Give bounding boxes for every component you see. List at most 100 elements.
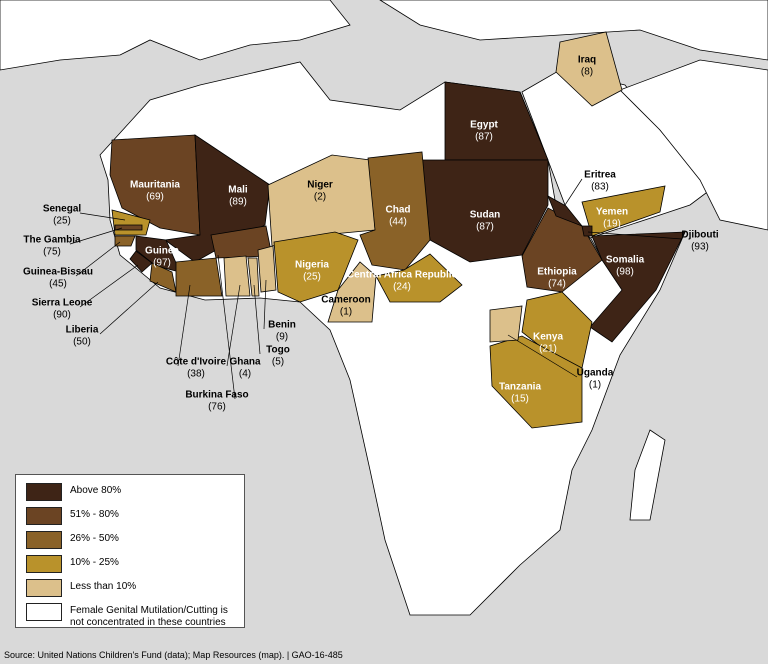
callout (587, 231, 683, 240)
country (114, 235, 136, 247)
callout (507, 334, 578, 378)
country-name: Djibouti (681, 230, 718, 241)
country-name: Liberia (66, 325, 99, 336)
country-name: Iraq (578, 55, 596, 66)
country-name: Ethiopia (537, 267, 577, 278)
legend-swatch (26, 507, 62, 525)
legend-item: Above 80% (26, 483, 234, 501)
country-name: Sierra Leone (32, 298, 93, 309)
country-value: (87) (476, 222, 494, 233)
iran (619, 59, 768, 231)
country-value: (74) (548, 279, 566, 290)
madagascar (629, 429, 666, 521)
country (223, 255, 251, 297)
source: Source: United Nations Children's Fund (… (4, 650, 343, 660)
legend-label: 26% - 50% (70, 533, 119, 544)
country-value: (4) (239, 369, 251, 380)
country (129, 250, 153, 273)
country-name: Guinea (145, 246, 179, 257)
country (581, 225, 593, 237)
callout (79, 212, 126, 221)
country (589, 231, 686, 343)
country-value: (89) (229, 197, 247, 208)
country (247, 257, 260, 297)
country-name: Nigeria (295, 260, 329, 271)
country-value: (5) (272, 357, 284, 368)
legend-label: Above 80% (70, 485, 122, 496)
country-value: (75) (43, 247, 61, 258)
callout (75, 241, 121, 277)
country-name: Eritrea (584, 170, 616, 181)
country (175, 257, 223, 297)
country-value: (44) (389, 217, 407, 228)
country-value: (2) (314, 192, 326, 203)
country-value: (25) (53, 216, 71, 227)
legend-label: Less than 10% (70, 581, 137, 592)
country (114, 224, 143, 231)
country-name: Tanzania (499, 382, 541, 393)
country-name: Côte d'Ivoire (166, 357, 227, 368)
labels: Egypt(87)Sudan(87)Mauritania(69)Mali(89)… (23, 55, 719, 413)
country-name: Kenya (533, 332, 563, 343)
country (581, 185, 666, 237)
country (359, 151, 431, 271)
country (555, 31, 623, 107)
legend-item: 51% - 80% (26, 507, 234, 525)
legend-swatch (26, 603, 62, 621)
country-value: (97) (153, 258, 171, 269)
country (327, 261, 377, 323)
legend-label: 10% - 25% (70, 557, 119, 568)
country-name: Burkina Faso (185, 390, 248, 401)
legend-item: Less than 10% (26, 579, 234, 597)
country-name: Central Africa Republic (347, 270, 458, 281)
legend-swatch (26, 483, 62, 501)
country-name: Somalia (606, 255, 645, 266)
country-value: (1) (340, 307, 352, 318)
country-name: The Gambia (23, 235, 81, 246)
callout (69, 227, 123, 245)
country-name: Niger (307, 180, 333, 191)
country (135, 235, 181, 273)
country-value: (8) (581, 67, 593, 78)
legend-item: 10% - 25% (26, 555, 234, 573)
country-name: Uganda (577, 368, 614, 379)
callout (177, 284, 191, 367)
country-name: Chad (386, 205, 411, 216)
country-value: (90) (53, 310, 71, 321)
callout (217, 254, 236, 400)
country-name: Mali (228, 185, 248, 196)
country-name: Guinea-Bissau (23, 267, 93, 278)
country-value: (19) (603, 219, 621, 230)
country-name: Yemen (596, 207, 628, 218)
legend-label: Female Genital Mutilation/Cutting is not… (70, 605, 228, 628)
countries (109, 31, 686, 429)
country-value: (38) (187, 369, 205, 380)
callout (253, 284, 261, 355)
country-name: Cameroon (321, 295, 370, 306)
legend: Above 80% 51% - 80% 26% - 50% 10% - 25% Less… (15, 474, 245, 628)
europe (0, 0, 351, 71)
country-value: (83) (591, 182, 609, 193)
country-name: Sudan (470, 210, 501, 221)
callout (99, 281, 159, 335)
legend-label: 51% - 80% (70, 509, 119, 520)
callout (226, 284, 241, 367)
country-name: Egypt (470, 120, 498, 131)
country-name: Benin (268, 320, 296, 331)
country-value: (50) (73, 337, 91, 348)
country-value: (9) (276, 332, 288, 343)
country-value: (76) (208, 402, 226, 413)
country-value: (98) (616, 267, 634, 278)
country-value: (93) (691, 242, 709, 253)
country-value: (15) (511, 394, 529, 405)
country-name: Ghana (229, 357, 261, 368)
country-name: Mauritania (130, 180, 180, 191)
legend-swatch (26, 579, 62, 597)
country-value: (45) (49, 279, 67, 290)
country-value: (25) (303, 272, 321, 283)
legend-item: 26% - 50% (26, 531, 234, 549)
country-value: (1) (589, 380, 601, 391)
callout (564, 178, 583, 206)
legend-item: Female Genital Mutilation/Cutting is not… (26, 603, 234, 629)
